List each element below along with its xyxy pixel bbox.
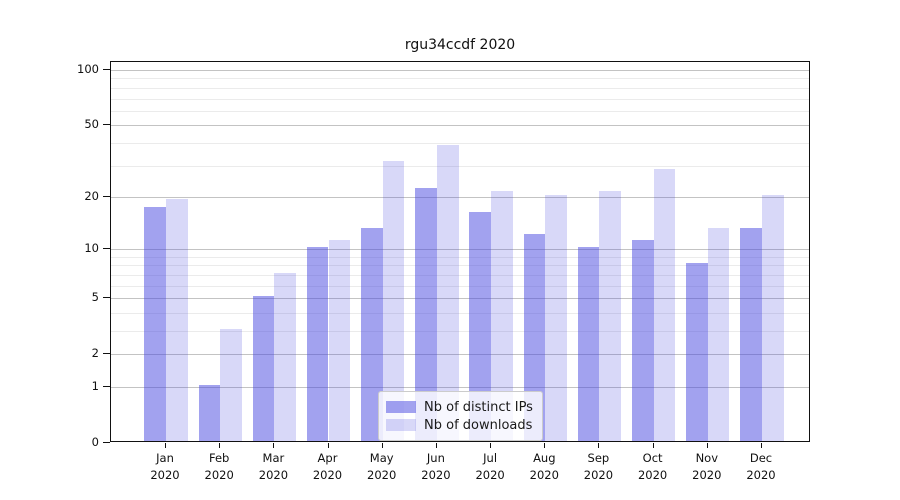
gridline-minor <box>111 142 809 144</box>
bar-distinct-ips <box>740 227 762 441</box>
x-tick-mark <box>706 443 708 448</box>
x-tick-mark <box>435 443 437 448</box>
bar-downloads <box>707 227 730 441</box>
gridline-major <box>111 196 809 198</box>
legend-label-distinct-ips: Nb of distinct IPs <box>424 399 533 415</box>
bar-distinct-ips <box>306 247 329 441</box>
bar-distinct-ips <box>631 240 654 441</box>
x-tick-mark <box>598 443 600 448</box>
bar-distinct-ips <box>523 233 546 441</box>
bar-distinct-ips <box>577 247 600 441</box>
x-tick-mark <box>544 443 546 448</box>
bar-distinct-ips <box>686 263 708 441</box>
gridline-minor <box>111 265 809 267</box>
bar-downloads <box>166 198 188 441</box>
y-tick-label: 2 <box>91 346 99 361</box>
y-tick-label: 10 <box>84 241 99 256</box>
bar-distinct-ips <box>144 207 166 441</box>
plot-area <box>110 61 810 442</box>
y-tick-mark <box>103 386 110 387</box>
gridline-major <box>111 298 809 300</box>
x-tick-mark <box>490 443 492 448</box>
bar-downloads <box>762 194 784 441</box>
x-tick-label: Mar 2020 <box>258 451 289 482</box>
y-tick-mark <box>103 442 110 443</box>
x-tick-label: Nov 2020 <box>692 451 722 482</box>
y-tick-label: 1 <box>91 379 99 393</box>
x-tick-mark <box>327 443 329 448</box>
gridline-minor <box>111 165 809 167</box>
legend-label-downloads: Nb of downloads <box>424 417 533 433</box>
x-tick-label: Sep 2020 <box>583 451 614 482</box>
gridline-minor <box>111 78 809 80</box>
y-tick-label: 50 <box>84 117 99 132</box>
y-tick-mark <box>103 195 110 197</box>
legend-swatch-downloads <box>386 419 416 431</box>
x-tick-mark <box>761 443 762 448</box>
gridline-minor <box>111 331 809 332</box>
x-tick-mark <box>273 443 275 448</box>
x-tick-label: Oct 2020 <box>637 451 668 482</box>
x-tick-label: Jun 2020 <box>421 451 451 482</box>
gridline-major <box>111 70 809 71</box>
bar-downloads <box>274 272 297 441</box>
gridline-minor <box>111 87 809 89</box>
x-tick-mark <box>219 443 221 448</box>
bar-distinct-ips <box>198 385 221 441</box>
x-tick-label: Apr 2020 <box>312 451 343 482</box>
gridline-minor <box>111 274 809 276</box>
x-tick-mark <box>652 443 654 448</box>
y-tick-label: 5 <box>91 290 99 305</box>
y-tick-mark <box>103 353 110 355</box>
x-tick-label: Feb 2020 <box>204 451 234 482</box>
bar-downloads <box>653 168 676 441</box>
x-tick-label: May 2020 <box>367 451 397 482</box>
bar-downloads <box>382 160 405 441</box>
y-tick-label: 0 <box>91 435 99 449</box>
bar-downloads <box>328 240 351 441</box>
bar-downloads <box>436 144 459 441</box>
x-tick-mark <box>381 443 383 448</box>
gridline-minor <box>111 285 809 287</box>
bar-distinct-ips <box>415 187 437 441</box>
bar-downloads <box>491 191 513 441</box>
bar-downloads <box>545 194 567 441</box>
bar-downloads <box>220 329 242 441</box>
gridline-minor <box>111 110 809 112</box>
x-tick-label: Jul 2020 <box>475 451 505 482</box>
y-tick-mark <box>103 248 110 250</box>
legend: Nb of distinct IPs Nb of downloads <box>378 391 543 441</box>
legend-item-distinct-ips: Nb of distinct IPs <box>386 399 533 415</box>
gridline-major <box>111 125 809 127</box>
x-tick-label: Dec 2020 <box>746 451 776 482</box>
gridline-minor <box>111 98 809 100</box>
gridline-minor <box>111 256 809 258</box>
bar-distinct-ips <box>469 212 492 441</box>
x-tick-label: Jan 2020 <box>150 451 180 482</box>
bar-downloads <box>599 191 622 441</box>
chart-title: rgu34ccdf 2020 <box>404 37 516 53</box>
bar-distinct-ips <box>361 227 383 441</box>
y-tick-mark <box>103 69 110 70</box>
x-tick-mark <box>165 443 166 448</box>
gridline-major <box>111 387 809 388</box>
y-tick-mark <box>103 297 110 299</box>
x-tick-label: Aug 2020 <box>529 451 559 482</box>
bar-distinct-ips <box>252 296 275 441</box>
gridline-major <box>111 249 809 251</box>
gridline-minor <box>111 312 809 314</box>
y-tick-label: 20 <box>84 188 99 203</box>
legend-swatch-distinct-ips <box>386 401 416 413</box>
y-tick-label: 100 <box>77 62 99 76</box>
y-tick-mark <box>103 124 110 126</box>
gridline-major <box>111 354 809 356</box>
legend-item-downloads: Nb of downloads <box>386 417 533 433</box>
